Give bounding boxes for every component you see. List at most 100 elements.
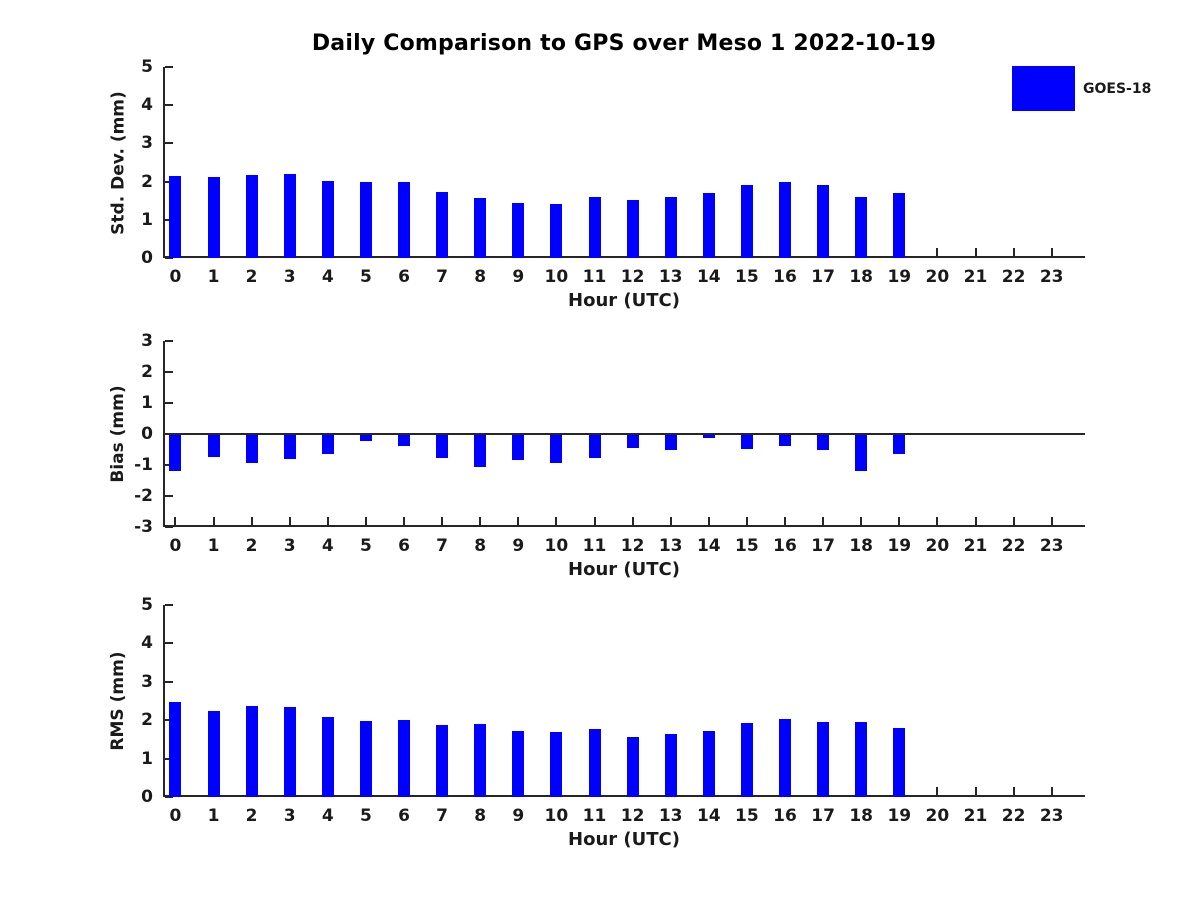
x-tick-label-hour-13: 13 (658, 267, 683, 287)
y-tick-label-rms: 4 (141, 633, 153, 654)
y-tick-bias (165, 402, 173, 404)
bar-bias-hour-1 (207, 434, 220, 457)
legend-swatch-goes18 (1012, 66, 1075, 111)
bar-rms-hour-0 (169, 702, 182, 797)
x-tick-label-hour-19: 19 (887, 806, 912, 826)
x-tick-hour-21 (974, 248, 977, 256)
x-tick-label-hour-15: 15 (735, 536, 759, 556)
y-tick-bias (165, 464, 173, 466)
bar-std-dev-hour-19 (893, 192, 906, 258)
x-tick-label-hour-9: 9 (512, 806, 525, 826)
x-tick-label-hour-17: 17 (811, 267, 835, 287)
x-tick-hour-4 (326, 517, 329, 525)
bar-rms-hour-16 (779, 719, 791, 797)
y-tick-std-dev (165, 180, 173, 183)
y-tick-std-dev (165, 66, 173, 68)
x-tick-label-hour-14: 14 (696, 806, 721, 826)
x-tick-label-hour-18: 18 (849, 267, 874, 287)
bar-std-dev-hour-14 (702, 193, 715, 258)
y-tick-label-rms: 3 (141, 671, 153, 692)
x-tick-label-hour-13: 13 (658, 806, 683, 826)
x-tick-hour-13 (669, 517, 672, 525)
x-tick-hour-12 (631, 517, 634, 525)
legend-label-goes18: GOES-18 (1083, 80, 1152, 97)
y-tick-rms (165, 757, 173, 760)
x-tick-label-hour-2: 2 (245, 806, 258, 826)
bar-bias-hour-16 (779, 434, 791, 447)
bar-rms-hour-17 (817, 721, 830, 797)
bar-bias-hour-9 (512, 434, 525, 461)
x-tick-label-hour-21: 21 (963, 267, 988, 287)
x-tick-label-hour-4: 4 (321, 806, 334, 826)
legend: GOES-18 (1012, 66, 1151, 111)
x-tick-label-hour-16: 16 (773, 267, 797, 287)
x-tick-label-hour-16: 16 (773, 806, 797, 826)
x-tick-label-hour-5: 5 (359, 267, 372, 287)
x-tick-label-hour-23: 23 (1039, 267, 1064, 287)
x-tick-label-hour-20: 20 (925, 267, 950, 287)
x-tick-label-hour-13: 13 (658, 536, 683, 556)
bar-std-dev-hour-16 (779, 181, 791, 258)
x-tick-hour-10 (555, 517, 558, 525)
x-tick-hour-23 (1050, 248, 1053, 256)
bar-rms-hour-18 (855, 721, 868, 797)
bar-bias-hour-6 (398, 434, 410, 447)
bar-rms-hour-2 (245, 705, 258, 797)
y-tick-bias (165, 495, 173, 497)
bar-std-dev-hour-11 (588, 196, 601, 258)
x-tick-hour-1 (212, 517, 215, 525)
bar-std-dev-hour-13 (664, 197, 677, 258)
x-tick-hour-14 (707, 517, 710, 525)
x-tick-hour-22 (1012, 517, 1015, 525)
bar-bias-hour-2 (245, 434, 258, 464)
x-tick-hour-19 (898, 517, 901, 525)
x-tick-label-hour-4: 4 (321, 536, 334, 556)
bar-std-dev-hour-4 (321, 181, 334, 258)
bar-std-dev-hour-9 (512, 202, 525, 258)
y-tick-bias (165, 340, 173, 342)
x-tick-label-hour-21: 21 (963, 536, 988, 556)
bar-rms-hour-11 (588, 728, 601, 797)
bar-rms-hour-15 (740, 723, 753, 797)
y-tick-rms (165, 796, 173, 798)
y-tick-std-dev (165, 218, 173, 221)
x-tick-label-hour-23: 23 (1039, 536, 1064, 556)
bar-rms-hour-19 (893, 727, 906, 797)
x-tick-hour-20 (936, 787, 939, 795)
bar-bias-hour-13 (664, 434, 677, 450)
x-tick-label-hour-8: 8 (474, 267, 487, 287)
x-tick-label-hour-8: 8 (474, 536, 487, 556)
x-tick-label-hour-21: 21 (963, 806, 988, 826)
bar-bias-hour-11 (588, 434, 601, 459)
bar-rms-hour-6 (398, 719, 410, 797)
bar-rms-hour-9 (512, 731, 525, 797)
bar-bias-hour-7 (436, 434, 449, 458)
bar-rms-hour-1 (207, 710, 220, 797)
x-tick-label-hour-19: 19 (887, 267, 912, 287)
x-tick-label-hour-5: 5 (359, 536, 372, 556)
x-tick-label-hour-12: 12 (620, 806, 645, 826)
bar-std-dev-hour-3 (283, 173, 296, 258)
x-tick-label-hour-0: 0 (169, 536, 182, 556)
x-tick-hour-16 (784, 517, 786, 525)
bar-std-dev-hour-12 (626, 199, 639, 258)
y-tick-label-std-dev: 1 (141, 209, 153, 230)
x-tick-hour-21 (974, 517, 977, 525)
bar-bias-hour-12 (626, 434, 639, 448)
x-tick-label-hour-3: 3 (283, 536, 296, 556)
x-tick-hour-8 (479, 517, 482, 525)
x-tick-label-hour-0: 0 (169, 806, 182, 826)
bar-bias-hour-8 (474, 434, 487, 468)
y-tick-bias (165, 371, 173, 373)
x-axis-label-rms: Hour (UTC) (568, 829, 680, 850)
x-tick-label-hour-1: 1 (207, 536, 220, 556)
x-tick-hour-7 (441, 517, 444, 525)
bar-bias-hour-10 (550, 434, 563, 463)
bar-rms-hour-13 (664, 734, 677, 797)
bar-bias-hour-3 (283, 434, 296, 460)
figure-title: Daily Comparison to GPS over Meso 1 2022… (311, 31, 937, 56)
x-tick-label-hour-22: 22 (1001, 536, 1026, 556)
y-tick-label-bias: -2 (134, 486, 153, 506)
